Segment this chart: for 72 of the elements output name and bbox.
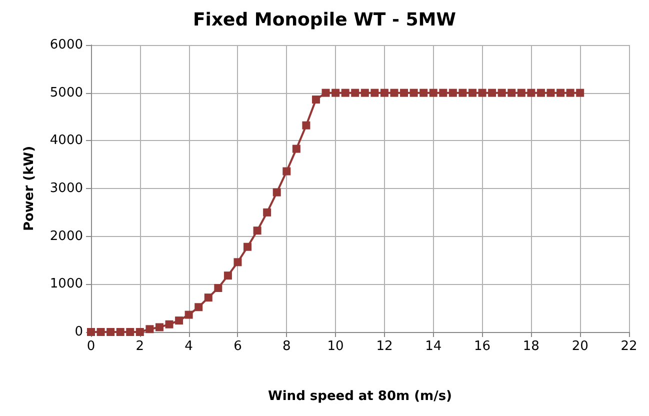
point bbox=[175, 316, 184, 325]
x-tick-label: 14 bbox=[425, 339, 442, 354]
point bbox=[410, 88, 418, 97]
point bbox=[420, 88, 428, 97]
x-tick-label: 16 bbox=[474, 339, 491, 354]
point bbox=[214, 284, 222, 292]
x-tick-label: 2 bbox=[136, 339, 144, 354]
point bbox=[468, 88, 476, 97]
point bbox=[224, 272, 232, 280]
point bbox=[498, 88, 506, 97]
point bbox=[429, 88, 438, 97]
x-tick-label: 12 bbox=[376, 339, 393, 354]
point bbox=[536, 88, 545, 97]
point bbox=[332, 88, 340, 97]
y-tick-label: 1000 bbox=[50, 276, 83, 292]
point bbox=[341, 88, 350, 97]
point bbox=[96, 328, 105, 336]
point bbox=[272, 188, 281, 196]
x-tick-label: 18 bbox=[522, 339, 540, 354]
point bbox=[155, 323, 164, 332]
x-tick-label: 22 bbox=[620, 339, 638, 354]
point bbox=[253, 226, 262, 235]
point bbox=[380, 88, 388, 97]
point bbox=[556, 88, 565, 97]
chart-title: Fixed Monopile WT - 5MW bbox=[192, 10, 456, 30]
point bbox=[282, 167, 291, 176]
x-axis-title: Wind speed at 80m (m/s) bbox=[268, 389, 452, 404]
point bbox=[194, 303, 203, 312]
point bbox=[400, 88, 408, 97]
point bbox=[478, 88, 486, 97]
x-tick-label: 8 bbox=[282, 339, 291, 354]
point bbox=[488, 88, 496, 97]
x-tick-label: 6 bbox=[234, 339, 242, 354]
point bbox=[390, 88, 398, 97]
y-tick-label: 5000 bbox=[50, 85, 83, 100]
point bbox=[566, 88, 574, 97]
point bbox=[292, 144, 300, 153]
point bbox=[448, 88, 457, 97]
y-tick-label: 4000 bbox=[50, 133, 83, 148]
y-tick-label: 6000 bbox=[50, 38, 83, 52]
point bbox=[439, 88, 448, 97]
point bbox=[106, 328, 115, 336]
y-tick-label: 3000 bbox=[50, 181, 83, 196]
point bbox=[370, 88, 379, 97]
x-tick-label: 4 bbox=[184, 339, 193, 354]
point bbox=[184, 310, 193, 319]
point bbox=[204, 294, 212, 302]
point bbox=[126, 328, 134, 336]
point bbox=[458, 88, 467, 97]
point bbox=[312, 96, 320, 104]
y-tick-label: 2000 bbox=[50, 228, 83, 244]
point bbox=[508, 88, 516, 97]
point bbox=[576, 88, 584, 97]
x-tick-label: 20 bbox=[572, 339, 588, 354]
point bbox=[517, 88, 526, 97]
point bbox=[546, 88, 555, 97]
point bbox=[360, 88, 369, 97]
point bbox=[527, 88, 536, 97]
x-tick-label: 10 bbox=[327, 339, 344, 354]
y-axis-title: Power (kW) bbox=[22, 146, 37, 232]
x-tick-label: 0 bbox=[86, 339, 96, 354]
y-tick-label: 0 bbox=[74, 324, 83, 340]
point bbox=[165, 320, 174, 328]
point bbox=[244, 242, 252, 251]
point bbox=[351, 88, 360, 97]
point bbox=[263, 208, 272, 216]
point bbox=[322, 88, 330, 97]
point bbox=[136, 328, 144, 336]
point bbox=[146, 325, 154, 334]
point bbox=[116, 328, 124, 336]
point bbox=[234, 258, 242, 266]
point bbox=[302, 121, 310, 130]
